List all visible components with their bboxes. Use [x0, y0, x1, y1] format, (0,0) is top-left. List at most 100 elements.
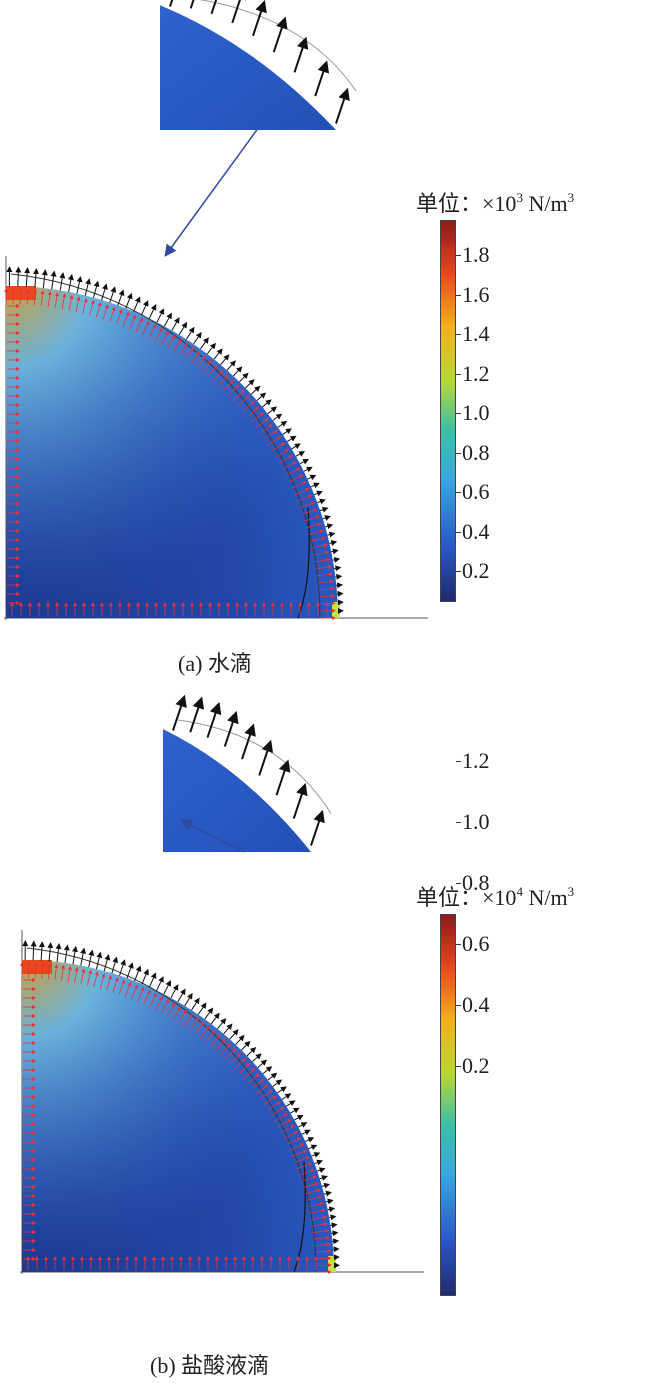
internal-arrow: [166, 1002, 175, 1017]
colorbar-tick-label: 0.6: [456, 931, 490, 956]
internal-arrow: [297, 1162, 313, 1170]
force-arrow: [84, 278, 91, 296]
internal-arrow: [255, 418, 269, 429]
internal-arrow: [288, 474, 304, 483]
internal-arrow: [302, 508, 318, 515]
force-arrow: [334, 565, 342, 572]
internal-arrow: [243, 1068, 256, 1079]
internal-arrow: [314, 1235, 331, 1240]
force-arrow: [229, 1029, 239, 1040]
internal-arrow: [33, 962, 38, 979]
internal-arrow: [68, 294, 74, 311]
internal-arrow: [292, 1149, 308, 1157]
internal-arrow: [195, 355, 206, 369]
force-arrow: [125, 292, 133, 309]
internal-arrow: [25, 288, 30, 305]
internal-arrow: [124, 981, 132, 997]
droplet-field-plot: [4, 0, 428, 620]
internal-arrow: [247, 1073, 260, 1084]
force-arrow: [294, 1114, 304, 1121]
force-arrow: [298, 1122, 308, 1128]
force-arrow: [299, 458, 310, 465]
internal-arrow: [40, 290, 45, 307]
contact-curve: [297, 507, 310, 619]
pointer-line: [164, 129, 258, 257]
force-arrow: [277, 1086, 287, 1094]
force-arrow: [281, 1093, 292, 1100]
force-arrow: [72, 945, 78, 965]
force-arrow: [24, 267, 31, 287]
internal-arrow: [87, 969, 93, 986]
force-arrow: [314, 490, 323, 497]
force-arrow: [88, 949, 95, 968]
internal-arrow: [304, 515, 320, 522]
internal-arrow: [227, 384, 240, 397]
internal-arrow: [54, 963, 59, 980]
internal-arrow: [297, 494, 313, 502]
force-arrow: [117, 289, 125, 306]
internal-arrow: [189, 1017, 199, 1031]
internal-arrow: [118, 979, 125, 995]
force-arrow: [311, 1152, 321, 1158]
inset-arrow: [314, 60, 330, 97]
internal-arrow: [61, 293, 67, 310]
internal-arrow: [306, 522, 323, 529]
hotspot-top: [6, 286, 36, 300]
panel-hcl-droplet: 单位：×104 N/m3 1.2 1.0 0.8 0.6 0.4 0.2 (b) 盐酸液滴: [0, 694, 669, 1388]
internal-arrow: [148, 323, 156, 339]
internal-arrow: [75, 296, 81, 312]
zoom-inset: [163, 694, 332, 852]
force-arrow: [103, 953, 111, 972]
force-arrow: [134, 965, 142, 982]
inset-arrow: [292, 782, 308, 819]
internal-arrow: [234, 1057, 247, 1070]
internal-arrow: [277, 1119, 292, 1128]
force-arrow: [329, 1214, 337, 1221]
force-arrow: [193, 331, 202, 345]
force-arrow: [290, 1107, 300, 1114]
internal-arrow: [229, 1052, 242, 1065]
internal-arrow: [246, 406, 260, 418]
internal-arrow: [305, 1188, 321, 1195]
force-arrow: [30, 940, 37, 961]
contact-curve: [293, 1161, 306, 1273]
force-arrow: [15, 266, 22, 287]
force-arrow: [163, 980, 171, 995]
inset-arrow: [189, 696, 205, 733]
force-arrow: [41, 269, 48, 289]
internal-arrow: [199, 1025, 210, 1039]
inset-arrow: [275, 759, 291, 796]
force-arrow: [317, 1167, 326, 1174]
internal-arrow: [316, 565, 332, 570]
internal-arrow: [319, 594, 336, 599]
internal-arrow: [93, 971, 99, 988]
hotspot-contact: [332, 602, 340, 618]
internal-arrow: [314, 557, 331, 563]
internal-arrow: [224, 1047, 237, 1060]
force-arrow: [101, 283, 108, 301]
force-arrow: [295, 451, 306, 457]
internal-arrow: [154, 327, 163, 342]
internal-arrow: [285, 468, 301, 476]
inset-arrow: [310, 809, 325, 846]
internal-arrow: [206, 364, 218, 378]
internal-arrow: [89, 299, 95, 316]
force-arrow: [119, 959, 126, 976]
force-arrow: [156, 308, 165, 323]
internal-arrow: [212, 369, 224, 382]
internal-arrow: [67, 965, 72, 982]
force-arrow: [197, 1002, 207, 1015]
internal-arrow: [106, 975, 112, 991]
force-arrow: [308, 1144, 318, 1151]
internal-arrow: [291, 481, 307, 489]
internal-arrow: [294, 1156, 310, 1163]
force-arrow: [185, 326, 195, 340]
force-arrow: [223, 1023, 233, 1035]
force-arrow: [310, 482, 320, 489]
internal-arrow: [237, 395, 250, 407]
hotspot-top: [22, 960, 52, 974]
internal-arrow: [309, 1208, 326, 1214]
internal-arrow: [40, 962, 45, 979]
colorbar: [440, 220, 456, 602]
force-arrow: [148, 972, 157, 988]
